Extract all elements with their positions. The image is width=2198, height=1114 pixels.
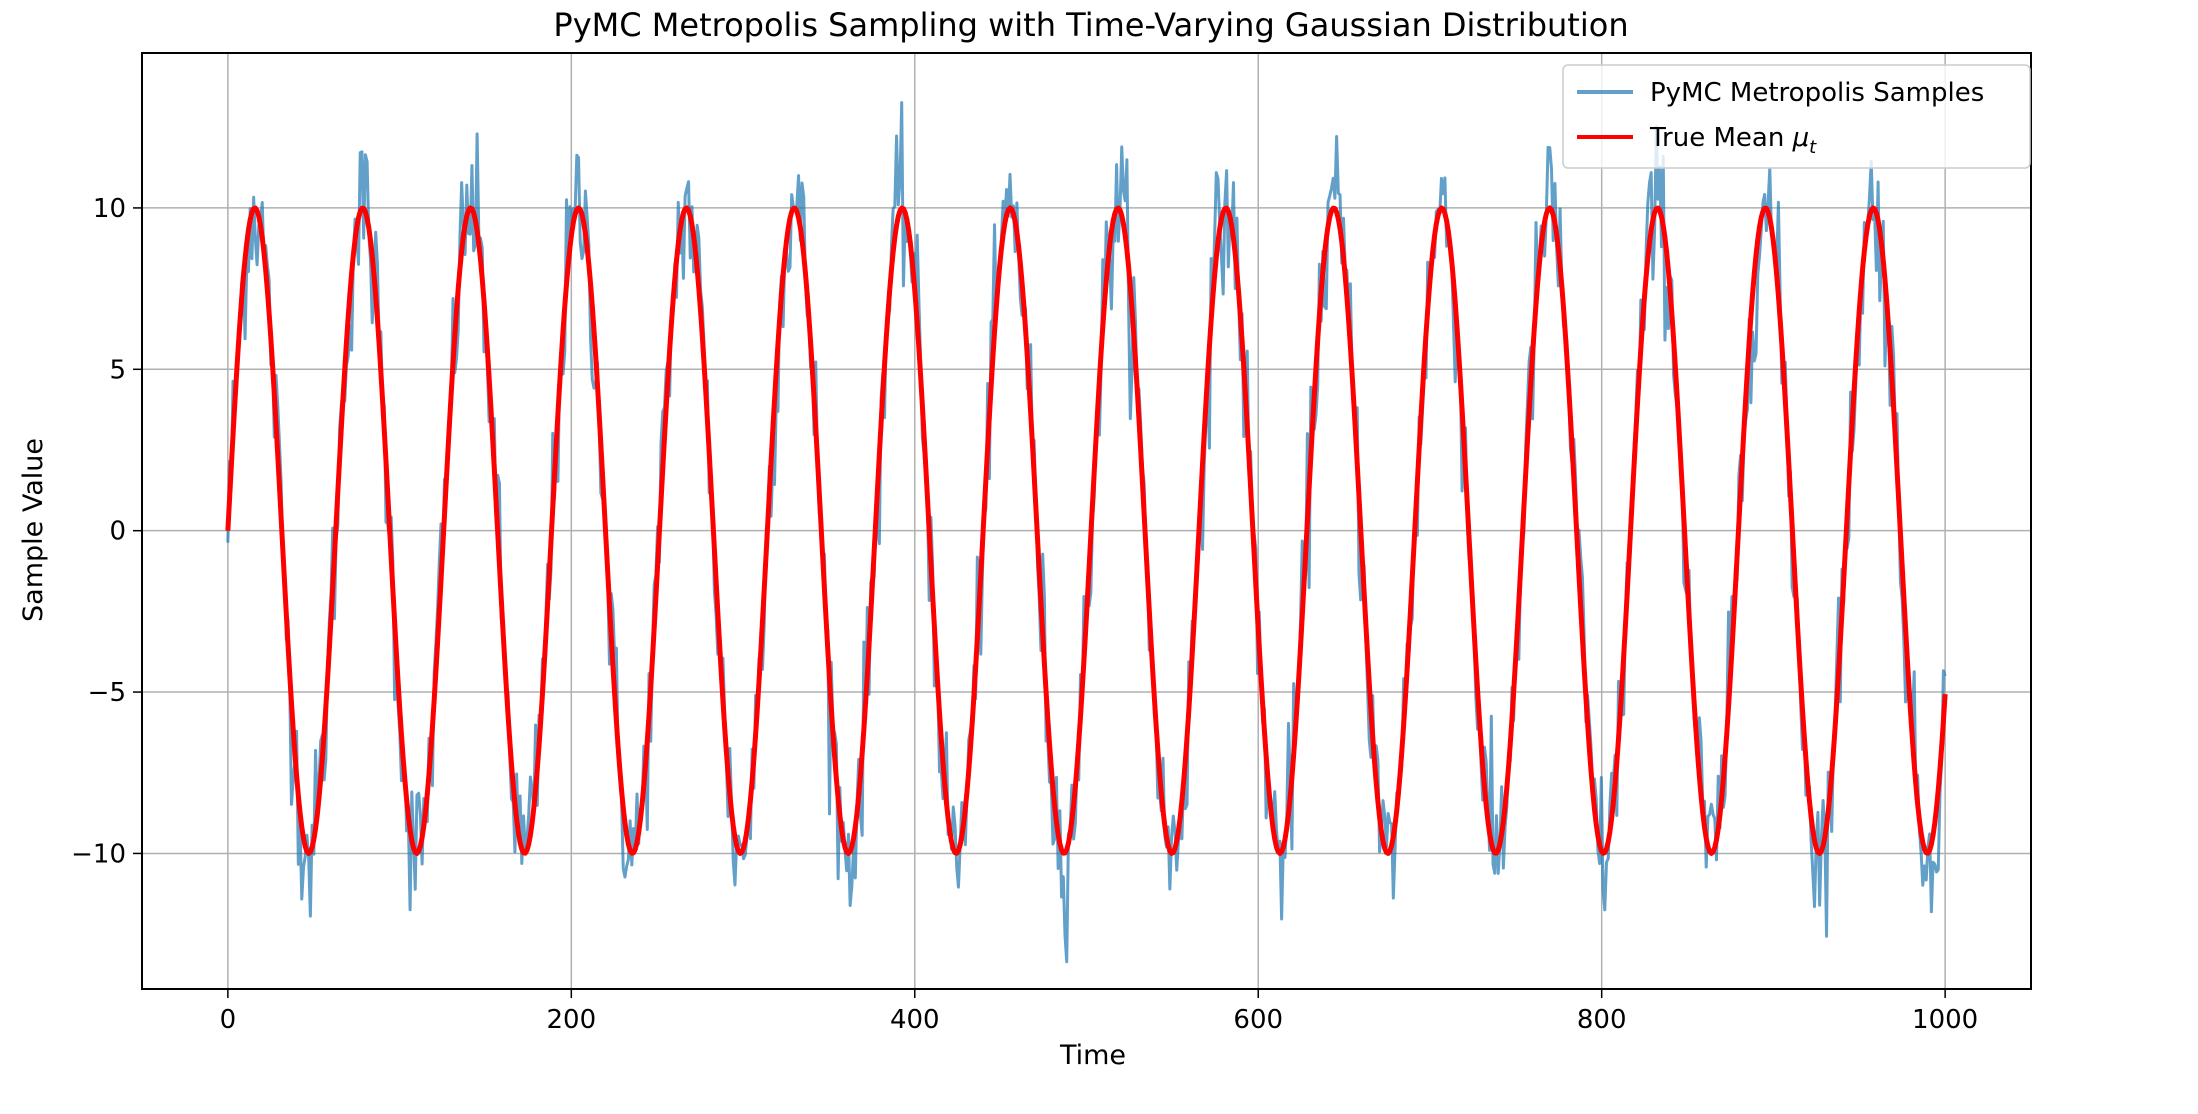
legend-box: [1562, 64, 2031, 169]
legend-label-true-mean: True Mean μt: [1649, 123, 1817, 158]
y-axis-label: Sample Value: [18, 438, 49, 622]
series-true-mean: [225, 205, 1948, 856]
grid: [142, 53, 2031, 989]
x-axis-label: Time: [1059, 1040, 1126, 1071]
y-tick-label: 10: [93, 194, 126, 224]
x-axis-ticks: 0 200 400 600 800 1000: [220, 989, 1978, 1035]
x-tick-label: 200: [546, 1005, 596, 1035]
y-tick-label: −5: [88, 678, 126, 708]
series-samples: [226, 101, 1947, 964]
y-tick-label: 5: [109, 355, 126, 385]
x-tick-label: 1000: [1912, 1005, 1978, 1035]
y-tick-label: −10: [71, 839, 126, 869]
chart-title: PyMC Metropolis Sampling with Time-Varyi…: [553, 6, 1628, 44]
true-mean-line: [225, 205, 1948, 856]
x-tick-label: 400: [890, 1005, 940, 1035]
legend: PyMC Metropolis Samples True Mean μt: [1562, 64, 2031, 169]
legend-label-samples: PyMC Metropolis Samples: [1650, 78, 1984, 108]
x-tick-label: 600: [1233, 1005, 1283, 1035]
samples-line: [226, 101, 1947, 964]
x-tick-label: 0: [220, 1005, 237, 1035]
y-tick-label: 0: [109, 517, 126, 547]
x-tick-label: 800: [1577, 1005, 1627, 1035]
y-axis-ticks: 10 5 0 −5 −10: [71, 194, 142, 869]
plot-area-frame: [141, 52, 2032, 990]
